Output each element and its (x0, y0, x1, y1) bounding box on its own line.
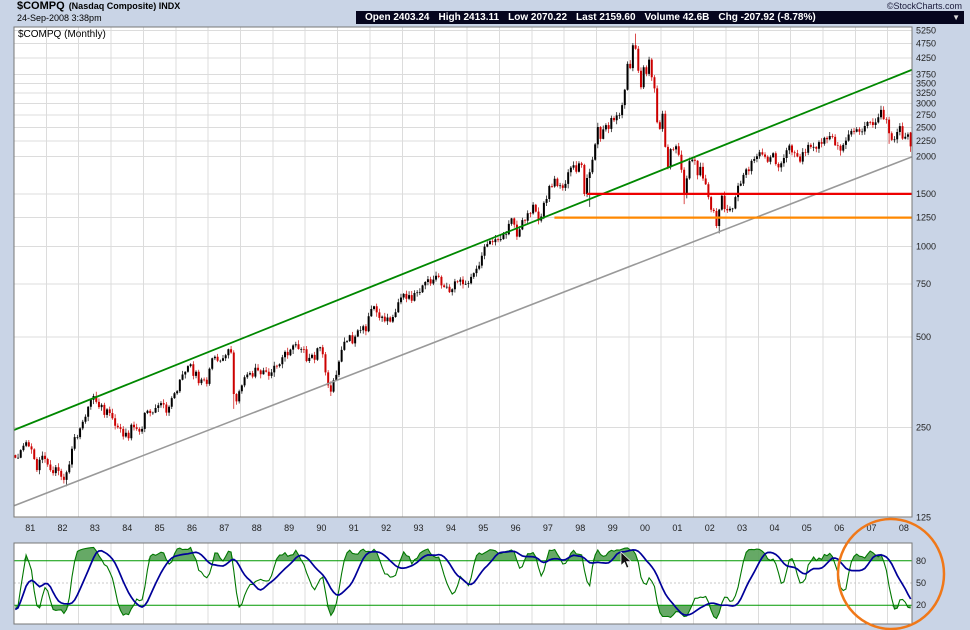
year-axis-label: 88 (252, 523, 262, 533)
year-axis-label: 81 (25, 523, 35, 533)
quote-chg: Chg -207.92 (-8.78%) (718, 12, 815, 23)
price-axis-label: 750 (916, 279, 931, 289)
price-axis-label: 500 (916, 332, 931, 342)
quote-open: Open 2403.24 (365, 12, 430, 23)
price-axis-label: 125 (916, 513, 931, 523)
year-axis-label: 06 (834, 523, 844, 533)
price-axis-label: 3750 (916, 70, 936, 80)
price-axis-label: 3500 (916, 79, 936, 89)
year-axis-label: 85 (155, 523, 165, 533)
high-label: High (438, 12, 461, 23)
year-axis-label: 84 (122, 523, 132, 533)
price-axis-label: 2250 (916, 136, 936, 146)
price-axis-label: 2500 (916, 122, 936, 132)
lower-channel-trendline (14, 155, 912, 507)
year-axis-label: 86 (187, 523, 197, 533)
price-axis-label: 250 (916, 422, 931, 432)
price-axis-label: 1250 (916, 213, 936, 223)
low-label: Low (508, 12, 529, 23)
quote-high: High 2413.11 (439, 12, 500, 23)
chart-title: $COMPQ (Nasdaq Composite) INDX (17, 0, 180, 12)
quote-volume: Volume 42.6B (645, 12, 710, 23)
last-label: Last (576, 12, 597, 23)
year-axis-label: 94 (446, 523, 456, 533)
mouse-cursor-icon (620, 551, 632, 569)
chevron-down-icon[interactable]: ▼ (952, 13, 960, 22)
year-axis-label: 02 (705, 523, 715, 533)
quote-last: Last 2159.60 (576, 12, 636, 23)
year-axis-label: 07 (866, 523, 876, 533)
year-axis-label: 01 (672, 523, 682, 533)
oscillator-panel-frame (13, 542, 913, 625)
year-axis-label: 99 (608, 523, 618, 533)
symbol-label: $COMPQ (17, 0, 65, 12)
chg-label: Chg (718, 12, 738, 23)
price-panel-bg (14, 27, 912, 517)
open-label: Open (365, 12, 391, 23)
price-panel-frame (13, 26, 913, 518)
year-axis-label: 05 (802, 523, 812, 533)
quote-low: Low 2070.22 (508, 12, 567, 23)
stock-chart: 5250475042503750350032503000275025002250… (13, 26, 946, 630)
upper-channel-trendline (14, 68, 912, 431)
last-value: 2159.60 (599, 12, 636, 23)
high-value: 2413.11 (463, 12, 500, 23)
price-axis-label: 4750 (916, 39, 936, 49)
highlight-circle (836, 517, 946, 630)
symbol-name-label: (Nasdaq Composite) INDX (68, 1, 181, 11)
year-axis-label: 08 (899, 523, 909, 533)
year-axis-label: 00 (640, 523, 650, 533)
osc-axis-label: 20 (916, 600, 926, 610)
year-axis-label: 92 (381, 523, 391, 533)
oscillator-signal-line (14, 549, 912, 616)
year-axis-label: 93 (413, 523, 423, 533)
year-axis-label: 90 (316, 523, 326, 533)
volume-value: 42.6B (682, 12, 710, 23)
quote-bar: Open 2403.24 High 2413.11 Low 2070.22 La… (356, 11, 964, 24)
year-axis-label: 97 (543, 523, 553, 533)
price-axis-label: 1500 (916, 189, 936, 199)
chart-panel-label: $COMPQ (Monthly) (18, 29, 106, 40)
year-axis-label: 83 (90, 523, 100, 533)
header-row: $COMPQ (Nasdaq Composite) INDX ©StockCha… (0, 0, 970, 12)
year-axis-label: 95 (478, 523, 488, 533)
year-axis-label: 96 (511, 523, 521, 533)
year-axis-label: 04 (769, 523, 779, 533)
year-axis-label: 98 (575, 523, 585, 533)
year-axis-label: 87 (219, 523, 229, 533)
price-axis-label: 2000 (916, 151, 936, 161)
price-axis-label: 1000 (916, 242, 936, 252)
price-axis-label: 5250 (916, 26, 936, 36)
osc-axis-label: 80 (916, 556, 926, 566)
low-value: 2070.22 (530, 12, 568, 23)
year-axis-label: 89 (284, 523, 294, 533)
price-axis-label: 3250 (916, 88, 936, 98)
chg-value: -207.92 (-8.78%) (740, 12, 816, 23)
price-axis-label: 2750 (916, 110, 936, 120)
price-axis-label: 3000 (916, 99, 936, 109)
price-axis-label: 4250 (916, 53, 936, 63)
osc-axis-label: 50 (916, 578, 926, 588)
volume-label: Volume (644, 12, 680, 23)
open-value: 2403.24 (393, 12, 430, 23)
year-axis-label: 82 (57, 523, 67, 533)
year-axis-label: 03 (737, 523, 747, 533)
year-axis-label: 91 (349, 523, 359, 533)
copyright-label: ©StockCharts.com (886, 1, 962, 11)
datetime-label: 24-Sep-2008 3:38pm (17, 13, 102, 23)
